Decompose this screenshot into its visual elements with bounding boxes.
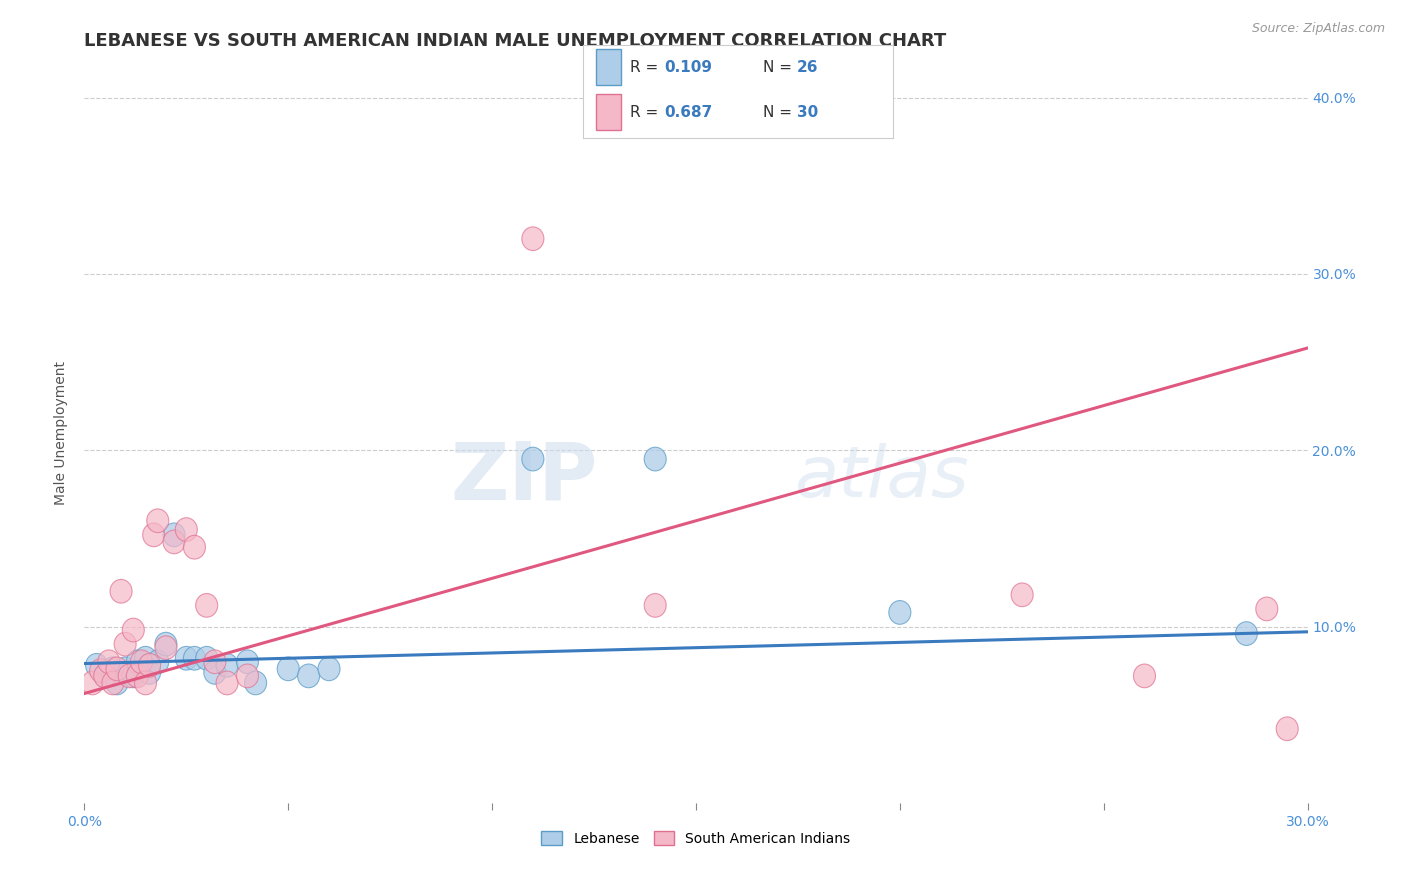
- Ellipse shape: [142, 523, 165, 547]
- Ellipse shape: [1256, 597, 1278, 621]
- Ellipse shape: [217, 671, 238, 695]
- Ellipse shape: [135, 647, 156, 670]
- FancyBboxPatch shape: [596, 95, 620, 130]
- FancyBboxPatch shape: [596, 49, 620, 85]
- Ellipse shape: [118, 664, 141, 688]
- Ellipse shape: [522, 227, 544, 251]
- Ellipse shape: [889, 600, 911, 624]
- Ellipse shape: [245, 671, 267, 695]
- Ellipse shape: [114, 657, 136, 681]
- Ellipse shape: [1236, 622, 1257, 646]
- Ellipse shape: [155, 636, 177, 659]
- Ellipse shape: [135, 671, 156, 695]
- Ellipse shape: [318, 657, 340, 681]
- Text: 0.109: 0.109: [664, 60, 711, 75]
- Text: R =: R =: [630, 60, 664, 75]
- Ellipse shape: [236, 664, 259, 688]
- Ellipse shape: [277, 657, 299, 681]
- Ellipse shape: [176, 647, 197, 670]
- Ellipse shape: [146, 650, 169, 673]
- Ellipse shape: [127, 650, 149, 673]
- Ellipse shape: [183, 647, 205, 670]
- Ellipse shape: [1011, 583, 1033, 607]
- Ellipse shape: [644, 447, 666, 471]
- Ellipse shape: [110, 580, 132, 603]
- Ellipse shape: [94, 664, 115, 688]
- Ellipse shape: [155, 632, 177, 656]
- Legend: Lebanese, South American Indians: Lebanese, South American Indians: [536, 825, 856, 851]
- Ellipse shape: [217, 654, 238, 677]
- Text: 26: 26: [797, 60, 818, 75]
- Ellipse shape: [1133, 664, 1156, 688]
- Text: R =: R =: [630, 104, 664, 120]
- Ellipse shape: [122, 664, 145, 688]
- Ellipse shape: [163, 530, 186, 554]
- Ellipse shape: [131, 650, 152, 673]
- Ellipse shape: [82, 671, 104, 695]
- Ellipse shape: [163, 523, 186, 547]
- Ellipse shape: [522, 447, 544, 471]
- Ellipse shape: [1277, 717, 1298, 740]
- Text: 0.687: 0.687: [664, 104, 713, 120]
- Text: Source: ZipAtlas.com: Source: ZipAtlas.com: [1251, 22, 1385, 36]
- Ellipse shape: [146, 509, 169, 533]
- Text: LEBANESE VS SOUTH AMERICAN INDIAN MALE UNEMPLOYMENT CORRELATION CHART: LEBANESE VS SOUTH AMERICAN INDIAN MALE U…: [84, 32, 946, 50]
- Ellipse shape: [122, 618, 145, 642]
- Ellipse shape: [98, 650, 120, 673]
- Ellipse shape: [127, 664, 149, 688]
- Ellipse shape: [298, 664, 319, 688]
- Ellipse shape: [114, 632, 136, 656]
- Ellipse shape: [195, 593, 218, 617]
- Text: atlas: atlas: [794, 442, 969, 511]
- Ellipse shape: [86, 654, 108, 677]
- Ellipse shape: [139, 660, 160, 684]
- Ellipse shape: [644, 593, 666, 617]
- Text: N =: N =: [763, 104, 797, 120]
- Text: N =: N =: [763, 60, 797, 75]
- Ellipse shape: [183, 535, 205, 559]
- Ellipse shape: [105, 657, 128, 681]
- Ellipse shape: [105, 671, 128, 695]
- Ellipse shape: [139, 654, 160, 677]
- Ellipse shape: [176, 517, 197, 541]
- Ellipse shape: [204, 660, 226, 684]
- Ellipse shape: [90, 659, 111, 682]
- Ellipse shape: [101, 671, 124, 695]
- Y-axis label: Male Unemployment: Male Unemployment: [55, 360, 69, 505]
- Ellipse shape: [101, 657, 124, 681]
- Text: 30: 30: [797, 104, 818, 120]
- Ellipse shape: [236, 650, 259, 673]
- Ellipse shape: [204, 650, 226, 673]
- Ellipse shape: [94, 664, 115, 688]
- Text: ZIP: ZIP: [451, 438, 598, 516]
- Ellipse shape: [195, 647, 218, 670]
